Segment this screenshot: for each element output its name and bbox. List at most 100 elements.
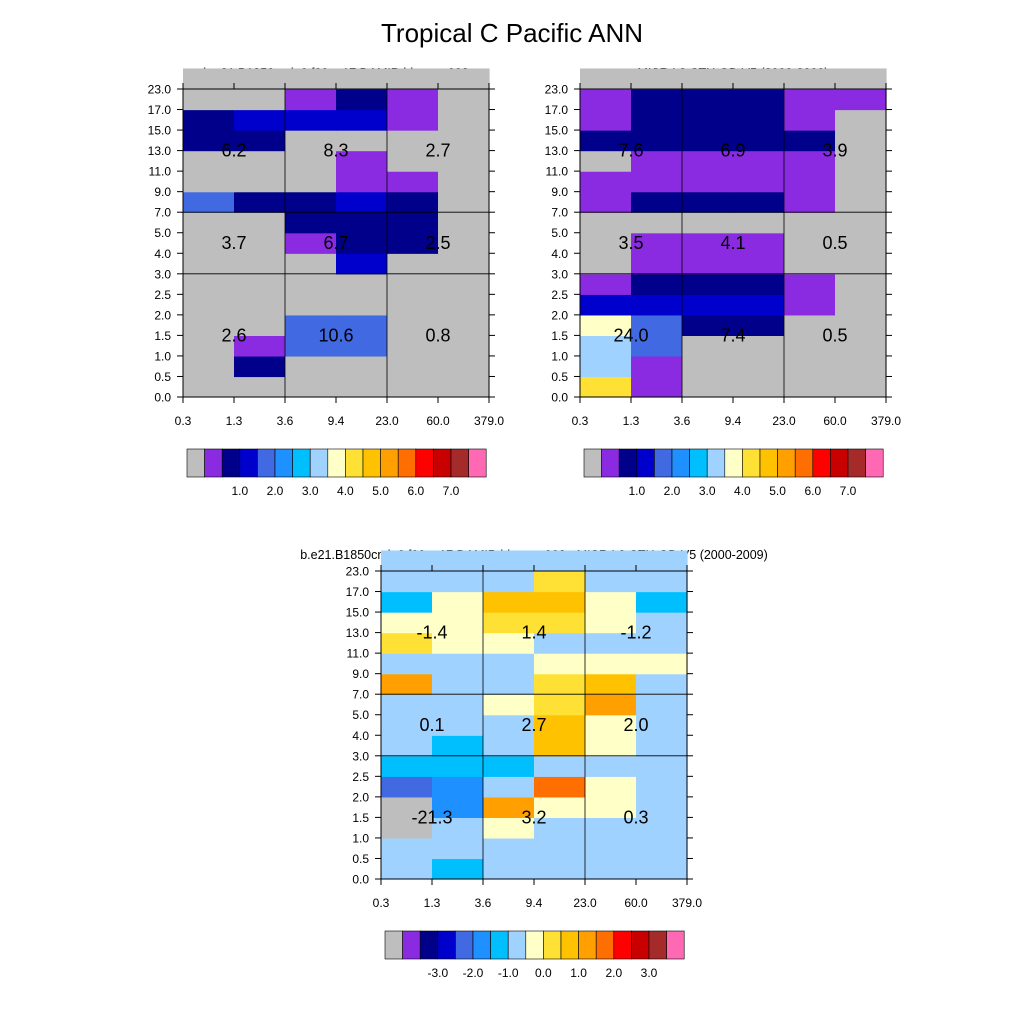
heatmap-cell — [234, 253, 286, 275]
heatmap-cell — [285, 335, 337, 357]
colorbar-box — [595, 930, 615, 960]
heatmap-cell — [585, 776, 637, 798]
heatmap-cell — [784, 355, 836, 378]
heatmap-cell — [432, 735, 484, 757]
heatmap-cell — [483, 612, 535, 634]
colorbar-label: 5.0 — [769, 484, 786, 498]
heatmap-cell — [387, 314, 439, 336]
x-tick-label: 23.0 — [573, 896, 597, 910]
colorbar-box — [507, 930, 527, 960]
heatmap-cell — [483, 714, 535, 736]
colorbar-box — [221, 448, 241, 478]
heatmap-cell — [438, 191, 490, 213]
heatmap-cell — [631, 355, 683, 378]
heatmap-cell — [784, 253, 836, 275]
x-tick-label: 1.3 — [226, 414, 243, 428]
y-tick-label: 15.0 — [545, 124, 569, 138]
cell-value-label: 8.3 — [323, 141, 348, 161]
cell-value-label: 6.2 — [221, 141, 246, 161]
heatmap-cell — [285, 89, 337, 111]
heatmap-cell — [183, 191, 235, 213]
heatmap-cell — [483, 776, 535, 798]
heatmap-cell — [580, 355, 632, 378]
heatmap-cell — [438, 212, 490, 234]
heatmap-cell — [534, 796, 586, 818]
heatmap-cell — [483, 653, 535, 675]
colorbar-box — [433, 448, 452, 478]
heatmap-cell — [483, 694, 535, 716]
heatmap-cell — [682, 273, 734, 295]
heatmap-cell — [636, 858, 688, 880]
heatmap-cell — [784, 376, 836, 398]
heatmap-cell — [285, 109, 337, 131]
colorbar-box — [415, 448, 434, 478]
heatmap-cell — [631, 109, 683, 131]
heatmap-cell — [580, 191, 632, 213]
heatmap-cell — [432, 653, 484, 675]
heatmap-cell — [835, 355, 887, 378]
heatmap-cell — [585, 571, 637, 593]
colorbar-box — [654, 448, 673, 478]
cell-value-label: 3.5 — [618, 233, 643, 253]
heatmap-cell — [580, 314, 632, 336]
heatmap-cell — [234, 314, 286, 336]
heatmap-cell — [631, 212, 683, 234]
x-tick-label: 60.0 — [624, 896, 648, 910]
cell-value-label: 2.0 — [623, 715, 648, 735]
heatmap-cell — [483, 591, 535, 613]
x-tick-label: 379.0 — [474, 414, 504, 428]
heatmap-cell — [733, 150, 785, 172]
cell-value-label: 3.7 — [221, 233, 246, 253]
heatmap-cell — [234, 273, 286, 295]
y-tick-label: 13.0 — [545, 144, 569, 158]
cell-value-label: -1.4 — [416, 623, 447, 643]
heatmap-cell — [636, 735, 688, 757]
heatmap-cell — [381, 673, 433, 695]
heatmap-cell — [784, 273, 836, 295]
heatmap-cell — [784, 191, 836, 213]
y-tick-label: 17.0 — [148, 103, 172, 117]
heatmap-cell — [733, 68, 785, 90]
y-tick-label: 9.0 — [551, 185, 568, 199]
x-tick-label: 379.0 — [672, 896, 702, 910]
heatmap-cell — [381, 632, 433, 654]
heatmap-cell — [483, 755, 535, 777]
x-tick-label: 0.3 — [373, 896, 390, 910]
colorbar-box — [613, 930, 632, 960]
colorbar-box — [384, 930, 403, 960]
heatmap-cell — [636, 776, 688, 798]
y-tick-label: 0.5 — [352, 852, 369, 866]
y-tick-label: 9.0 — [154, 185, 171, 199]
heatmap-cell — [580, 130, 632, 152]
x-tick-label: 9.4 — [526, 896, 543, 910]
colorbar-box — [560, 930, 579, 960]
panel-observations: MISR L3 CTH-OD V5 (2000-2009)0.00.51.01.… — [545, 66, 902, 498]
colorbar-label: 4.0 — [337, 484, 354, 498]
heatmap-cell — [580, 89, 632, 111]
heatmap-cell — [381, 591, 433, 613]
heatmap-cell — [835, 68, 887, 90]
colorbar-box — [742, 448, 761, 478]
heatmap-cell — [534, 550, 586, 572]
heatmap-cell — [682, 294, 734, 316]
x-tick-label: 3.6 — [674, 414, 691, 428]
heatmap-cell — [835, 314, 887, 336]
cell-value-label: 2.5 — [425, 233, 450, 253]
cell-value-label: 0.1 — [419, 715, 444, 735]
heatmap-cell — [585, 837, 637, 860]
colorbar-label: 1.0 — [231, 484, 248, 498]
y-tick-label: 4.0 — [551, 247, 568, 261]
heatmap-cell — [631, 232, 683, 254]
heatmap-cell — [733, 335, 785, 357]
heatmap-cell — [234, 335, 286, 357]
heatmap-cell — [432, 817, 484, 839]
heatmap-cell — [381, 714, 433, 736]
heatmap-cell — [387, 68, 439, 90]
heatmap-cell — [234, 376, 286, 398]
colorbar-label: 2.0 — [267, 484, 284, 498]
heatmap-cell — [682, 68, 734, 90]
colorbar-box — [362, 448, 381, 478]
heatmap-cell — [835, 253, 887, 275]
heatmap-cell — [438, 335, 490, 357]
heatmap-cell — [835, 109, 887, 131]
